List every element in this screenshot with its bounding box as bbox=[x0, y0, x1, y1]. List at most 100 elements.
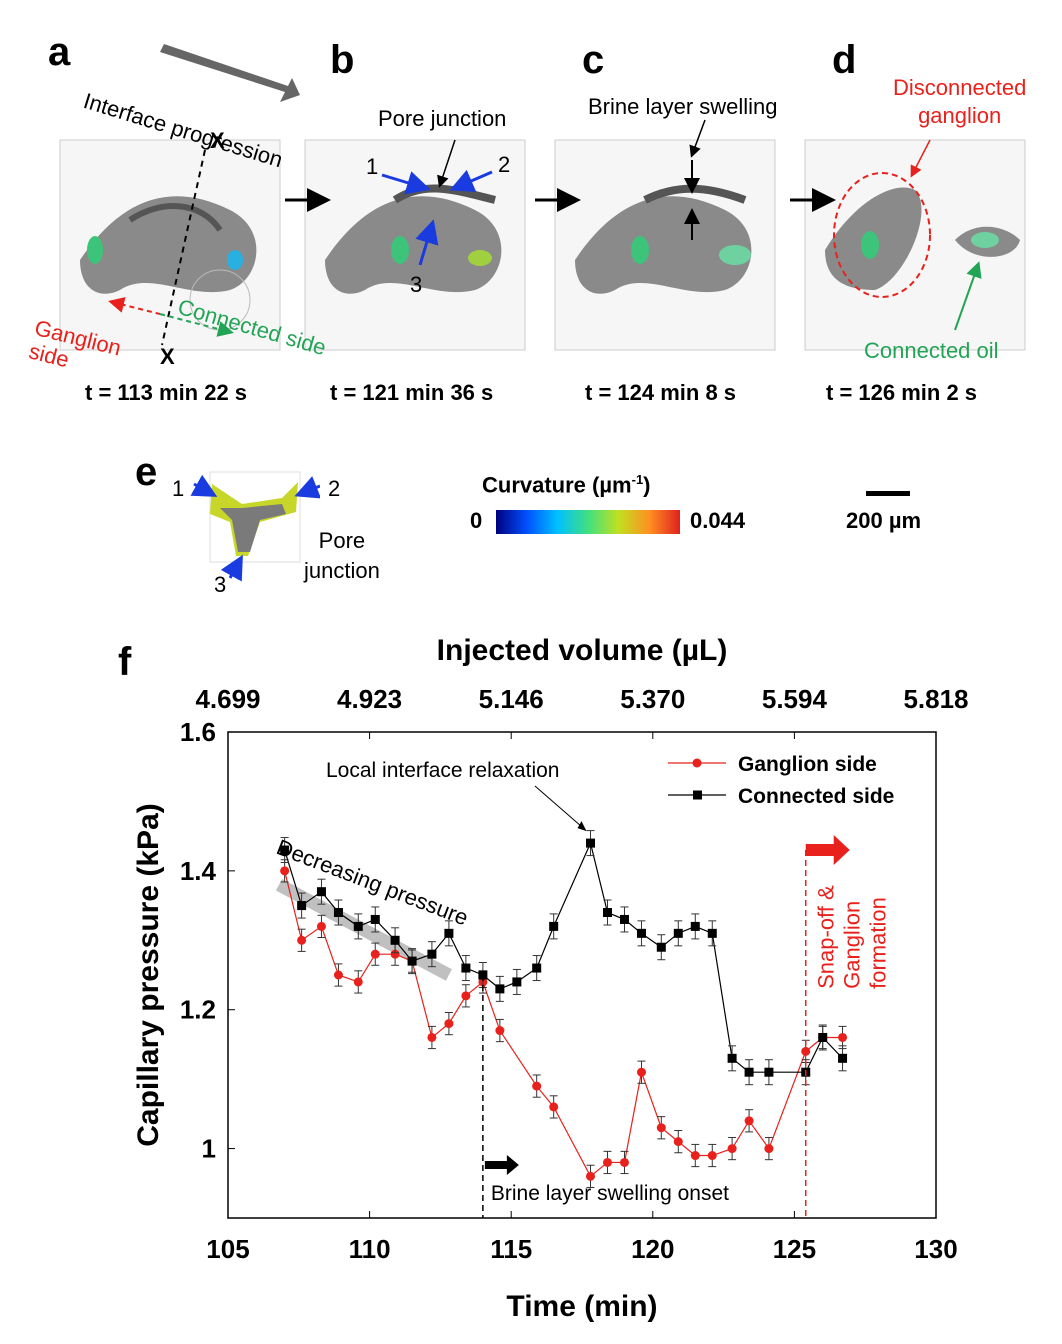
e-arrow-label-2: 2 bbox=[328, 476, 341, 501]
panel-label-c: c bbox=[582, 38, 605, 82]
data-point bbox=[585, 838, 595, 848]
data-point bbox=[370, 949, 380, 959]
y-tick-label: 1.4 bbox=[180, 856, 217, 886]
panel-label-e: e bbox=[135, 450, 158, 494]
data-point bbox=[461, 991, 471, 1001]
top-axis-title: Injected volume (µL) bbox=[437, 634, 728, 667]
connected-oil-label: Connected oil bbox=[864, 338, 999, 363]
tomography-panels bbox=[59, 44, 1026, 351]
data-point bbox=[549, 1102, 559, 1112]
data-point bbox=[333, 970, 343, 980]
panel-label-f: f bbox=[118, 640, 132, 684]
colorbar-title-sup: -1 bbox=[631, 472, 644, 487]
top-axis-tick-label: 4.923 bbox=[337, 684, 402, 714]
top-axis-tick-label: 5.370 bbox=[620, 684, 685, 714]
data-point bbox=[636, 928, 646, 938]
data-point bbox=[602, 1157, 612, 1167]
legend-label: Ganglion side bbox=[738, 753, 877, 776]
legend-marker bbox=[692, 758, 702, 768]
data-point bbox=[619, 1157, 629, 1167]
top-axis-tick-label: 5.818 bbox=[903, 684, 968, 714]
scale-bar bbox=[866, 491, 910, 496]
x-tick-label: 115 bbox=[490, 1234, 532, 1264]
colorbar-max: 0.044 bbox=[690, 508, 746, 533]
top-axis-tick-label: 5.146 bbox=[479, 684, 544, 714]
x-tick-label: 130 bbox=[914, 1234, 957, 1264]
data-point bbox=[495, 984, 505, 994]
x-tick-label: 125 bbox=[773, 1234, 816, 1264]
capillary-pressure-chart: Injected volume (µL) 4.699 4.923 5.146 5.370… bbox=[132, 634, 969, 1323]
data-point bbox=[353, 977, 363, 987]
x-axis-title: Time (min) bbox=[506, 1290, 657, 1323]
data-point bbox=[370, 914, 380, 924]
colorbar-title-text: Curvature (µm bbox=[482, 472, 632, 498]
colorbar-title-end: ) bbox=[643, 472, 651, 498]
data-point bbox=[280, 845, 290, 855]
data-point bbox=[707, 1151, 717, 1161]
data-point bbox=[838, 1032, 848, 1042]
colorbar-title: Curvature (µm-1) bbox=[482, 472, 651, 498]
data-point bbox=[353, 921, 363, 931]
data-point bbox=[427, 949, 437, 959]
data-point bbox=[673, 928, 683, 938]
data-point bbox=[297, 935, 307, 945]
snapoff-annotation-line: Ganglion bbox=[840, 901, 865, 989]
disconnected-ganglion-label: Disconnected ganglion bbox=[893, 75, 1027, 128]
data-point bbox=[818, 1032, 828, 1042]
colorbar-min: 0 bbox=[470, 508, 483, 533]
data-point bbox=[764, 1067, 774, 1077]
data-point bbox=[316, 921, 326, 931]
snapoff-arrow bbox=[805, 835, 850, 866]
data-point bbox=[602, 908, 612, 918]
panel-label-d: d bbox=[832, 38, 857, 82]
data-point bbox=[549, 921, 559, 931]
data-point bbox=[390, 949, 400, 959]
relaxation-arrowhead bbox=[577, 821, 587, 832]
data-point bbox=[585, 1171, 595, 1181]
render-d bbox=[804, 139, 1026, 351]
time-label-c: t = 124 min 8 s bbox=[585, 380, 737, 405]
x-marker-bottom: X bbox=[160, 344, 175, 369]
colorbar-gradient bbox=[496, 510, 680, 534]
data-point bbox=[764, 1144, 774, 1154]
legend-label: Connected side bbox=[738, 785, 894, 808]
relaxation-pointer bbox=[534, 785, 585, 830]
data-point bbox=[636, 1067, 646, 1077]
top-axis-tick-label: 5.594 bbox=[762, 684, 828, 714]
data-point bbox=[619, 914, 629, 924]
x-marker-top: X bbox=[210, 128, 225, 153]
data-point bbox=[532, 963, 542, 973]
data-point bbox=[744, 1116, 754, 1126]
arrow-label-2: 2 bbox=[498, 152, 511, 177]
decreasing-pressure-band bbox=[275, 879, 452, 981]
data-point bbox=[727, 1053, 737, 1063]
data-point bbox=[707, 928, 717, 938]
data-point bbox=[690, 1151, 700, 1161]
data-point bbox=[495, 1026, 505, 1036]
render-b bbox=[304, 139, 526, 351]
data-point bbox=[656, 1123, 666, 1133]
arrow-label-1: 1 bbox=[366, 154, 379, 179]
brine-layer-swelling-label: Brine layer swelling bbox=[588, 94, 778, 119]
y-axis-title: Capillary pressure (kPa) bbox=[132, 803, 165, 1147]
time-label-d: t = 126 min 2 s bbox=[826, 380, 978, 405]
snapoff-annotation-line: formation bbox=[866, 897, 891, 989]
top-axis-tick-label: 4.699 bbox=[195, 684, 260, 714]
arrow-label-3: 3 bbox=[410, 272, 423, 297]
x-tick-label: 105 bbox=[206, 1234, 249, 1264]
data-point bbox=[444, 928, 454, 938]
data-point bbox=[512, 977, 522, 987]
data-point bbox=[280, 866, 290, 876]
data-point bbox=[461, 963, 471, 973]
data-point bbox=[727, 1144, 737, 1154]
legend-marker bbox=[693, 790, 702, 800]
data-point bbox=[838, 1053, 848, 1063]
pore-junction-label: Pore junction bbox=[378, 106, 507, 131]
brine-onset-annotation: Brine layer swelling onset bbox=[491, 1182, 729, 1205]
data-point bbox=[297, 901, 307, 911]
time-label-b: t = 121 min 36 s bbox=[330, 380, 494, 405]
e-arrow-label-3: 3 bbox=[214, 572, 227, 597]
data-point bbox=[744, 1067, 754, 1077]
e-arrow-label-1: 1 bbox=[172, 476, 185, 501]
relaxation-annotation: Local interface relaxation bbox=[326, 759, 559, 782]
